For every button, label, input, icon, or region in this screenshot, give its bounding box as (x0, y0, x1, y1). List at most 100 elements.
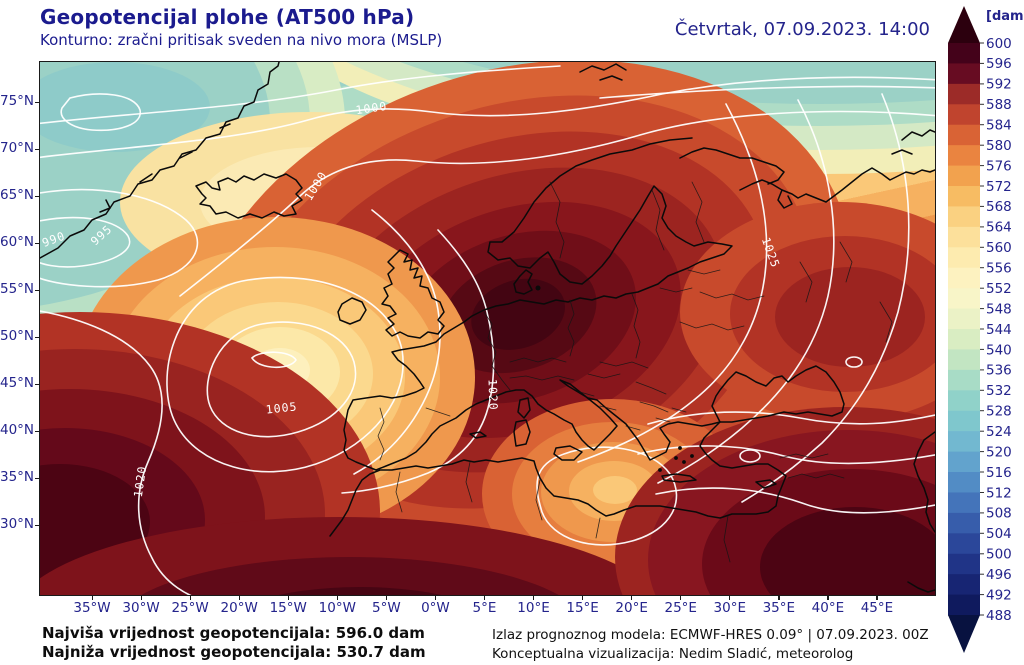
coast-corsica (517, 397, 531, 419)
lat-tick-label: 35°N (0, 469, 35, 485)
coastlines (40, 62, 935, 593)
colorbar-tick-label: 488 (986, 608, 1012, 624)
coast-kola (679, 147, 785, 185)
colorbar-tick-label: 532 (986, 383, 1012, 399)
colorbar-tick-label: 544 (986, 322, 1012, 338)
colorbar-segment (948, 594, 980, 616)
lat-tick-label: 60°N (0, 234, 35, 250)
colorbar-tick-label: 492 (986, 587, 1012, 603)
map-panel: 990 995 1000 1000 1005 1020 1020 1025 (39, 61, 936, 596)
lon-tick-label: 20°E (615, 600, 648, 616)
lon-tick-label: 35°E (762, 600, 796, 616)
lon-tickmark (189, 595, 191, 600)
lon-tickmark (582, 595, 584, 600)
max-value-line: Najviša vrijednost geopotencijala: 596.0… (42, 624, 425, 642)
colorbar-tick-label: 556 (986, 261, 1012, 277)
north-africa-maroon-band (40, 517, 659, 595)
colorbar-tick-label: 528 (986, 404, 1012, 420)
coast-arctic-islands (891, 129, 935, 155)
mslp-contour-label: 1005 (265, 399, 298, 416)
valid-datetime: Četvrtak, 07.09.2023. 14:00 (674, 19, 930, 40)
lon-tickmark (778, 595, 780, 600)
colorbar-segment (948, 124, 980, 146)
colorbar-segment (948, 431, 980, 453)
colorbar-segment (948, 63, 980, 85)
lat-tick-label: 75°N (0, 93, 35, 109)
middle-east-maroon-region (615, 407, 935, 595)
country-borders (377, 181, 893, 563)
colorbar-tick-label: 508 (986, 506, 1012, 522)
coast-cyprus (755, 479, 777, 489)
lat-tick-label: 65°N (0, 187, 35, 203)
coast-sardinia (513, 419, 531, 447)
min-value-line: Najniža vrijednost geopotencijala: 530.7… (42, 643, 426, 661)
lat-tickmark (35, 524, 40, 526)
mslp-contours (40, 65, 935, 595)
coast-sicily (553, 445, 583, 461)
lat-tick-label: 40°N (0, 422, 35, 438)
colorbar-tick-label: 520 (986, 444, 1012, 460)
colorbar-segment (948, 104, 980, 126)
colorbar-segment (948, 145, 980, 167)
colorbar-tick-label: 536 (986, 363, 1012, 379)
lat-tickmark (35, 195, 40, 197)
colorbar-segment (948, 247, 980, 269)
colorbar-tick-label: 512 (986, 485, 1012, 501)
page-subtitle: Konturno: zračni pritisak sveden na nivo… (40, 31, 443, 49)
colorbar-segment (948, 472, 980, 494)
colorbar-tick-label: 500 (986, 547, 1012, 563)
coast-caspian (913, 431, 935, 533)
colorbar-segment (948, 165, 980, 187)
colorbar-segment (948, 83, 980, 105)
lat-tickmark (35, 148, 40, 150)
lon-tick-label: 5°W (372, 600, 401, 616)
colorbar-segment (948, 206, 980, 228)
lat-tickmark (35, 101, 40, 103)
colorbar-segment (948, 267, 980, 289)
colorbar-tick-label: 596 (986, 56, 1012, 72)
colorbar-segment (948, 308, 980, 330)
colorbar-tick-label: 600 (986, 36, 1012, 52)
colorbar-tick-label: 560 (986, 240, 1012, 256)
coast-svalbard (579, 63, 627, 81)
lon-tickmark (729, 595, 731, 600)
lat-tickmark (35, 242, 40, 244)
colorbar-tick-label: 552 (986, 281, 1012, 297)
lon-tickmark (483, 595, 486, 600)
colorbar-tick-label: 496 (986, 567, 1012, 583)
lat-tick-label: 70°N (0, 140, 35, 156)
lat-tickmark (35, 430, 40, 432)
colorbar-segment (948, 369, 980, 391)
page-title: Geopotencijal plohe (AT500 hPa) (40, 5, 415, 29)
lat-tickmark (35, 289, 40, 291)
colorbar-arrow-top (948, 6, 980, 43)
lon-tickmark (385, 595, 388, 600)
lon-tick-label: 0°W (421, 600, 450, 616)
lon-tickmark (680, 595, 682, 600)
lon-tick-label: 25°W (171, 600, 209, 616)
colorbar-tick-label: 564 (986, 220, 1012, 236)
coast-uk (381, 249, 445, 339)
colorbar-tick-label: 592 (986, 77, 1012, 93)
coast-iceland (195, 173, 303, 219)
colorbar-segment (948, 451, 980, 473)
colorbar-segment (948, 43, 980, 65)
colorbar-tick-label: 524 (986, 424, 1012, 440)
colorbar-tick-label: 580 (986, 138, 1012, 154)
lon-tickmark (287, 595, 289, 600)
colorbar-segment (948, 574, 980, 596)
colorbar-tick-label: 588 (986, 97, 1012, 113)
lon-tick-label: 40°E (811, 600, 845, 616)
colorbar-tick-label: 540 (986, 342, 1012, 358)
lon-tick-label: 30°W (122, 600, 160, 616)
lon-tick-label: 45°E (860, 600, 894, 616)
colorbar-tick-label: 584 (986, 118, 1012, 134)
colorbar-segment (948, 349, 980, 371)
colorbar-tick-label: 572 (986, 179, 1012, 195)
lon-tick-label: 15°E (566, 600, 599, 616)
colorbar-segment (948, 512, 980, 534)
lon-tick-label: 10°W (318, 600, 356, 616)
lon-tick-label: 25°E (664, 600, 697, 616)
